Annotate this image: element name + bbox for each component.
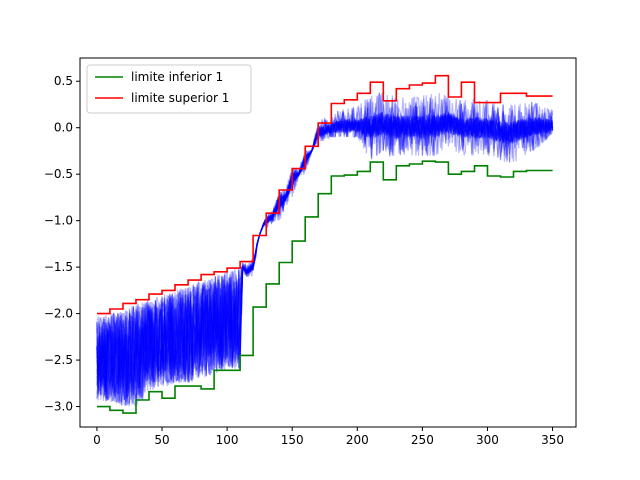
band-trace xyxy=(96,96,553,403)
band-trace xyxy=(96,98,554,406)
y-tick-label: −1.5 xyxy=(44,260,73,274)
y-axis: 0.5 0.0 −0.5 −1.0 −1.5 −2.0 −2.5 −3.0 xyxy=(44,74,80,414)
band-trace xyxy=(96,97,554,403)
x-tick-label: 0 xyxy=(93,433,101,447)
y-tick-label: 0.5 xyxy=(54,74,73,88)
band-trace xyxy=(96,94,554,403)
x-axis: 0 50 100 150 200 250 300 350 xyxy=(93,427,564,447)
band-trace xyxy=(96,95,554,404)
band-trace xyxy=(96,102,554,407)
band-trace xyxy=(96,95,554,401)
y-tick-label: 0.0 xyxy=(54,121,73,135)
axes-frame xyxy=(79,57,577,428)
band-trace xyxy=(96,100,554,406)
band-trace xyxy=(96,92,554,405)
x-tick-label: 200 xyxy=(346,433,369,447)
x-tick-label: 300 xyxy=(476,433,499,447)
band-trace xyxy=(96,96,553,406)
band-trace xyxy=(96,107,554,400)
band-trace xyxy=(96,97,554,404)
band-trace xyxy=(96,92,553,405)
band-trace xyxy=(96,95,554,402)
x-tick-label: 100 xyxy=(216,433,239,447)
y-tick-label: −2.0 xyxy=(44,307,73,321)
band-trace xyxy=(96,94,554,403)
legend-label-2: limite superior 1 xyxy=(131,91,229,105)
y-tick-label: −2.5 xyxy=(44,353,73,367)
band-trace xyxy=(96,99,554,404)
band-trace xyxy=(96,100,554,402)
band-trace xyxy=(96,93,554,401)
legend: limite inferior 1 limite superior 1 xyxy=(86,64,252,114)
y-tick-label: −3.0 xyxy=(44,400,73,414)
band-trace xyxy=(96,98,554,406)
y-tick-label: −1.0 xyxy=(44,214,73,228)
x-tick-label: 150 xyxy=(281,433,304,447)
band-trace xyxy=(96,93,554,397)
band-trace xyxy=(96,98,554,407)
x-tick-label: 50 xyxy=(154,433,169,447)
band-trace xyxy=(96,100,554,402)
y-tick-label: −0.5 xyxy=(44,167,73,181)
plot-area xyxy=(79,57,577,428)
band-trace xyxy=(96,99,554,396)
x-tick-label: 350 xyxy=(541,433,564,447)
band-trace xyxy=(96,94,554,406)
band-trace xyxy=(96,94,553,399)
band-trace xyxy=(96,99,554,400)
series-line-2 xyxy=(96,74,553,315)
band-traces xyxy=(96,92,554,407)
series-line-1 xyxy=(96,160,553,414)
legend-box xyxy=(86,64,252,114)
x-tick-label: 250 xyxy=(411,433,434,447)
legend-label-1: limite inferior 1 xyxy=(131,70,223,84)
band-trace xyxy=(96,100,554,401)
